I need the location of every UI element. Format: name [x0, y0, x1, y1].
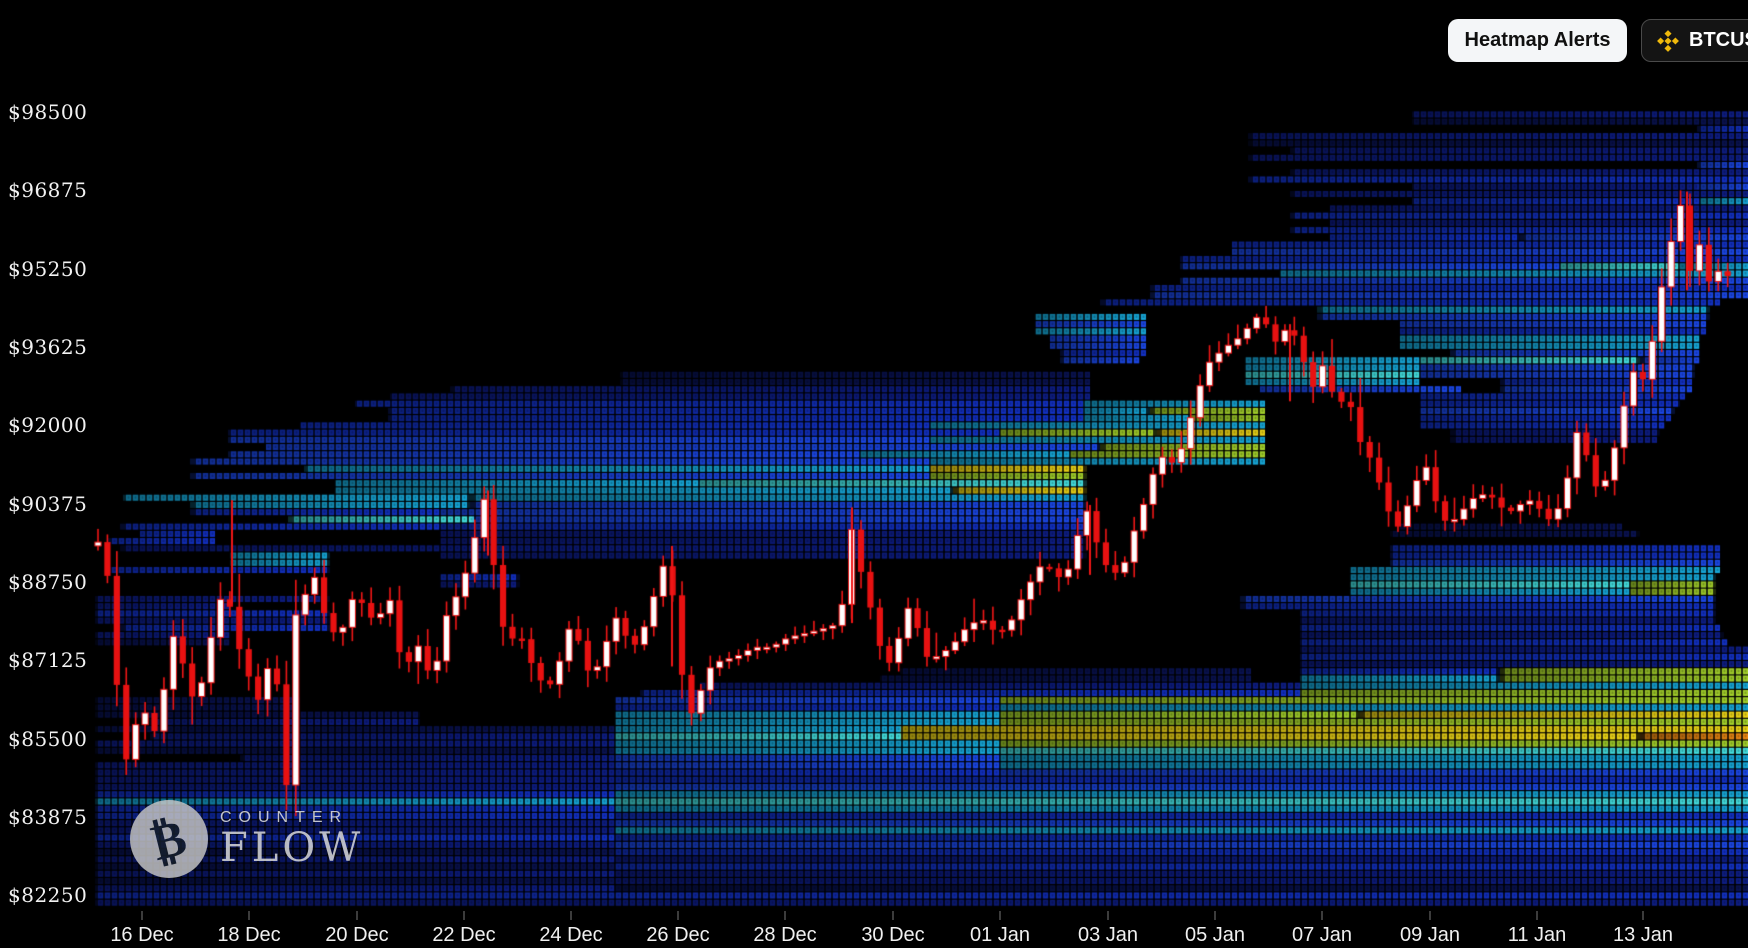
x-axis-tick [248, 911, 250, 920]
x-axis-tick [141, 911, 143, 920]
binance-icon [1656, 29, 1680, 53]
y-axis-label: $88750 [8, 570, 88, 595]
y-axis-label: $98500 [8, 100, 88, 124]
x-axis-label: 16 Dec [110, 924, 174, 946]
x-axis-tick [356, 911, 358, 920]
x-axis-tick [1642, 911, 1644, 920]
x-axis-label: 03 Jan [1077, 924, 1139, 946]
x-axis-label: 09 Jan [1399, 924, 1461, 946]
x-axis-tick [1429, 911, 1431, 920]
y-axis-label: $96875 [8, 178, 88, 203]
x-axis-label: 20 Dec [325, 924, 389, 946]
y-axis-label: $87125 [8, 648, 88, 673]
heatmap-alerts-button[interactable]: Heatmap Alerts [1448, 19, 1627, 62]
x-axis-label: 07 Jan [1291, 924, 1353, 946]
y-axis-label: $92000 [8, 413, 88, 438]
y-axis-label: $95250 [8, 256, 88, 281]
x-axis-label: 30 Dec [861, 924, 925, 946]
y-axis-label: $83875 [8, 805, 88, 830]
x-axis-tick [463, 911, 465, 920]
y-axis-label: $85500 [8, 726, 88, 751]
symbol-selector-button[interactable]: BTCUS [1641, 19, 1748, 62]
x-axis-tick [677, 911, 679, 920]
x-axis-tick [892, 911, 894, 920]
y-axis-label: $93625 [8, 335, 88, 360]
x-axis-tick [1321, 911, 1323, 920]
x-axis-label: 01 Jan [969, 924, 1031, 946]
x-axis-tick [570, 911, 572, 920]
x-axis-label: 11 Jan [1507, 924, 1567, 946]
x-axis-label: 18 Dec [217, 924, 281, 946]
x-axis-label: 28 Dec [753, 924, 817, 946]
x-axis-tick [999, 911, 1001, 920]
x-axis-tick [1536, 911, 1538, 920]
x-axis-tick [1214, 911, 1216, 920]
symbol-label: BTCUS [1689, 29, 1748, 51]
y-axis-label: $82250 [8, 883, 88, 908]
y-axis-label: $90375 [8, 491, 88, 516]
x-axis-label: 26 Dec [646, 924, 710, 946]
x-axis-label: 24 Dec [539, 924, 603, 946]
x-axis-tick [1107, 911, 1109, 920]
x-axis-tick [784, 911, 786, 920]
x-axis-label: 05 Jan [1184, 924, 1246, 946]
x-axis-label: 22 Dec [432, 924, 496, 946]
x-axis-label: 13 Jan [1612, 924, 1674, 946]
